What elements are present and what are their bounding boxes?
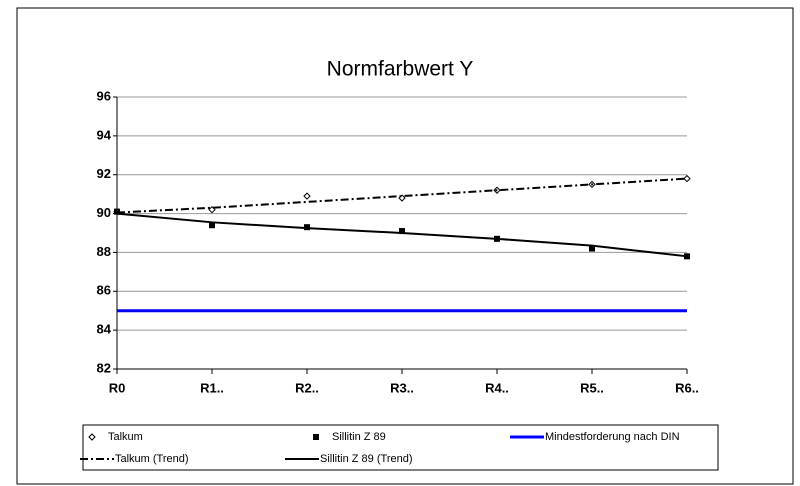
legend-label: Sillitin Z 89 (332, 431, 386, 443)
legend-label: Sillitin Z 89 (Trend) (320, 453, 413, 465)
x-tick-label: R6.. (675, 380, 699, 395)
x-tick-label: R4.. (485, 380, 509, 395)
y-tick-label: 94 (97, 127, 112, 142)
y-tick-label: 90 (97, 205, 111, 220)
y-tick-label: 84 (97, 322, 112, 337)
series-line (116, 212, 688, 258)
legend-box (82, 424, 719, 471)
data-point (399, 228, 405, 235)
data-point (303, 192, 311, 200)
series-line (116, 177, 688, 214)
chart-frame (16, 7, 794, 485)
chart-title: Normfarbwert Y (327, 58, 474, 81)
y-tick-label: 82 (97, 360, 111, 375)
y-tick-label: 96 (97, 88, 111, 103)
legend-swatch (88, 433, 96, 441)
legend-swatch (313, 434, 319, 440)
y-tick-label: 92 (97, 166, 111, 181)
x-tick-label: R0 (109, 380, 126, 395)
data-point (209, 222, 215, 229)
y-tick-label: 88 (97, 244, 111, 259)
legend-label: Talkum (108, 431, 143, 443)
x-tick-label: R3.. (390, 380, 414, 395)
y-tick-label: 86 (97, 283, 111, 298)
x-tick-label: R5.. (580, 380, 604, 395)
legend-label: Mindestforderung nach DIN (545, 431, 680, 443)
x-tick-label: R1.. (200, 380, 224, 395)
legend-label: Talkum (Trend) (115, 453, 189, 465)
data-point (589, 245, 595, 252)
x-tick-label: R2.. (295, 380, 319, 395)
